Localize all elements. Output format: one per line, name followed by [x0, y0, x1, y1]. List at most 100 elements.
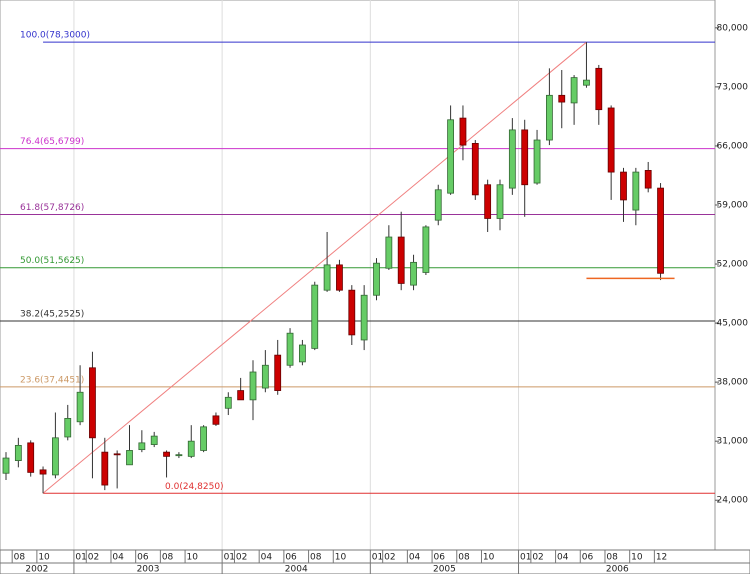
x-tick-label: 04	[261, 553, 273, 563]
x-tick-label: 02	[88, 553, 99, 563]
fib-label: 61.8(57,8726)	[20, 203, 84, 213]
x-tick-label: 04	[557, 553, 569, 563]
year-label: 2006	[606, 565, 629, 574]
x-tick-label: 06	[582, 553, 594, 563]
candle-body	[138, 442, 146, 451]
candle-body	[237, 390, 245, 401]
candle-body	[508, 129, 516, 189]
x-tick-label: 01	[372, 553, 383, 563]
x-tick-label: 01	[224, 553, 235, 563]
candle-body	[595, 67, 603, 111]
candle-body	[212, 415, 220, 425]
candle-body	[397, 236, 405, 284]
candle-body	[410, 261, 417, 286]
candle-body	[323, 264, 331, 291]
candle-body	[583, 79, 590, 86]
x-tick-label: 08	[14, 553, 26, 563]
x-tick-label: 08	[310, 553, 322, 563]
candle-body	[113, 453, 121, 456]
y-tick-label: 52,000	[717, 260, 749, 270]
x-tick-label: 06	[285, 553, 297, 563]
candle-body	[274, 354, 282, 391]
candle-body	[558, 94, 566, 103]
x-tick-label: 02	[384, 553, 395, 563]
candle-body	[434, 189, 442, 221]
x-tick-label: 10	[631, 553, 643, 563]
x-tick-label: 08	[162, 553, 174, 563]
candle-body	[620, 171, 627, 201]
fib-label: 76.4(65,6799)	[20, 137, 84, 147]
x-tick-label: 08	[458, 553, 470, 563]
fib-label: 100.0(78,3000)	[20, 31, 90, 41]
candle-body	[471, 143, 479, 196]
x-tick-label: 06	[137, 553, 149, 563]
x-axis	[0, 549, 750, 574]
x-tick-label: 04	[409, 553, 421, 563]
x-tick-label: 01	[75, 553, 86, 563]
x-tick-label: 10	[187, 553, 199, 563]
trend-line	[42, 41, 587, 494]
candle-body	[163, 451, 170, 457]
year-label: 2004	[285, 565, 308, 574]
y-tick-label: 31,000	[717, 437, 749, 447]
candle-body	[373, 262, 380, 296]
candle-body	[570, 77, 578, 104]
candle-body	[546, 94, 553, 141]
y-tick-label: 24,000	[717, 496, 749, 506]
x-tick-label: 02	[236, 553, 247, 563]
candle-body	[360, 294, 368, 341]
candle-body	[298, 344, 306, 363]
x-tick-label: 06	[434, 553, 446, 563]
candle-body	[644, 169, 652, 189]
candle-body	[76, 391, 84, 423]
candle-body	[261, 364, 269, 389]
y-tick-label: 66,000	[717, 141, 749, 151]
candle-body	[336, 264, 343, 291]
candle-body	[64, 418, 72, 438]
candle-body	[249, 371, 257, 401]
candle-body	[2, 457, 10, 474]
candle-body	[385, 236, 393, 269]
x-tick-label: 04	[112, 553, 124, 563]
candle-body	[200, 426, 208, 451]
candle-body	[39, 469, 47, 475]
candle-body	[484, 184, 492, 219]
candle-body	[286, 332, 294, 366]
candle-body	[187, 440, 195, 457]
year-label: 2005	[433, 565, 456, 574]
candle-body	[447, 119, 455, 194]
fib-label: 50.0(51,5625)	[20, 256, 84, 266]
y-tick-label: 80,000	[717, 23, 749, 33]
x-tick-label: 10	[335, 553, 347, 563]
candle-body	[175, 454, 183, 457]
x-tick-label: 10	[483, 553, 495, 563]
x-tick-label: 02	[532, 553, 543, 563]
candle-body	[150, 435, 158, 445]
candle-body	[89, 367, 96, 439]
year-label: 2002	[25, 565, 48, 574]
y-tick-label: 45,000	[717, 319, 749, 329]
candle-body	[101, 451, 109, 486]
candle-body	[348, 289, 356, 336]
candle-body	[657, 187, 664, 274]
candle-body	[459, 117, 467, 146]
y-tick-label: 73,000	[717, 82, 749, 92]
candle-body	[496, 184, 504, 219]
fib-label: 0.0(24,8250)	[165, 482, 224, 492]
candle-body	[607, 107, 615, 173]
candle-body	[52, 437, 59, 476]
candle-body	[14, 444, 22, 461]
x-tick-label: 08	[606, 553, 618, 563]
candle-body	[224, 396, 232, 409]
candle-body	[126, 450, 133, 466]
y-tick-label: 38,000	[717, 378, 749, 388]
x-tick-label: 10	[38, 553, 50, 563]
fib-label: 38.2(45,2525)	[20, 309, 84, 319]
fib-label: 23.6(37,4451)	[20, 375, 84, 385]
year-label: 2003	[137, 565, 160, 574]
candle-body	[632, 171, 640, 211]
x-tick-label: 01	[520, 553, 531, 563]
candle-body	[521, 129, 529, 186]
candle-body	[533, 139, 541, 184]
candle-body	[422, 226, 430, 273]
